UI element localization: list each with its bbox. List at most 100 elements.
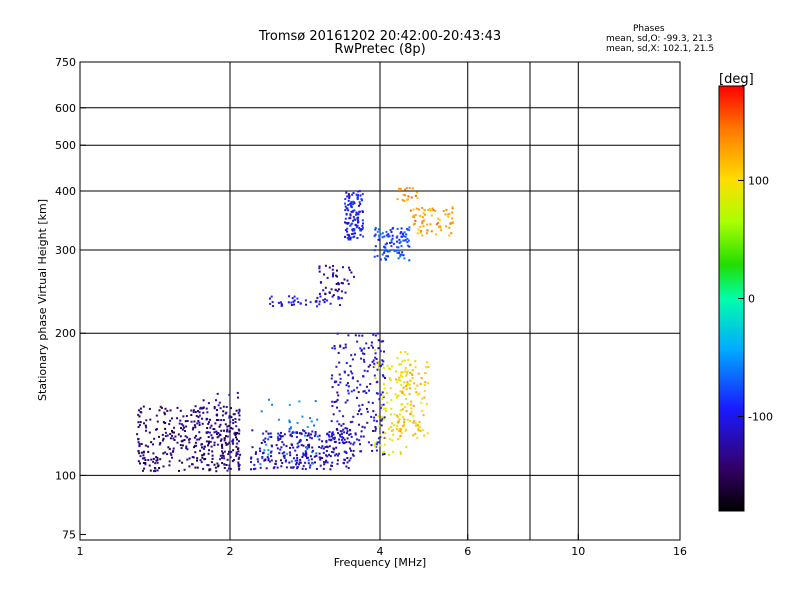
data-point <box>235 445 238 448</box>
data-point <box>401 415 404 418</box>
data-point <box>409 420 412 423</box>
data-point <box>302 464 305 467</box>
data-point <box>211 457 214 460</box>
data-point <box>232 449 235 452</box>
data-point <box>354 218 357 221</box>
data-point <box>290 426 292 429</box>
data-point <box>223 437 226 440</box>
data-point <box>223 450 226 453</box>
data-point <box>292 457 295 460</box>
x-tick-label: 10 <box>571 545 585 558</box>
data-point <box>158 443 161 446</box>
data-point <box>357 219 359 222</box>
data-point <box>334 454 337 457</box>
data-point <box>351 372 354 375</box>
data-point <box>323 301 326 304</box>
data-point <box>450 232 453 235</box>
data-point <box>410 407 413 410</box>
data-point <box>383 350 385 353</box>
data-point <box>346 222 349 225</box>
data-point <box>386 401 389 404</box>
data-point <box>374 429 377 432</box>
data-point <box>362 222 364 225</box>
y-tick-label: 500 <box>55 139 76 152</box>
data-point <box>145 426 148 429</box>
data-point <box>374 442 377 445</box>
data-point <box>296 457 299 459</box>
data-point <box>254 467 257 470</box>
data-point <box>345 191 348 194</box>
data-point <box>259 450 262 453</box>
data-point <box>137 450 140 452</box>
data-point <box>391 234 394 237</box>
data-point <box>347 203 350 206</box>
data-point <box>194 466 197 469</box>
data-point <box>416 436 419 439</box>
data-point <box>332 272 335 275</box>
data-point <box>360 413 363 416</box>
data-point <box>190 414 193 416</box>
data-point <box>339 435 342 438</box>
data-point <box>250 468 252 471</box>
data-point <box>336 391 339 394</box>
data-point <box>387 235 390 238</box>
data-point <box>396 227 399 230</box>
data-point <box>396 357 399 360</box>
data-point <box>201 456 204 459</box>
data-point <box>373 365 376 368</box>
data-point <box>221 445 223 447</box>
data-point <box>353 275 355 278</box>
data-point <box>320 281 323 284</box>
data-point <box>362 235 365 238</box>
data-point <box>408 187 411 190</box>
data-point <box>400 428 403 431</box>
colorbar-tick-label: -100 <box>748 411 773 424</box>
data-point <box>329 455 332 458</box>
data-point <box>216 432 219 435</box>
data-point <box>171 456 173 459</box>
data-point <box>347 374 350 377</box>
data-point <box>213 428 216 431</box>
data-point <box>307 459 310 462</box>
data-point <box>208 449 210 452</box>
data-point <box>381 417 384 420</box>
data-point <box>264 440 266 443</box>
data-point <box>250 461 252 463</box>
data-point <box>197 416 200 419</box>
data-point <box>405 233 408 236</box>
data-point <box>202 467 205 470</box>
data-point <box>192 410 195 413</box>
data-point <box>144 459 147 461</box>
data-point <box>186 458 189 461</box>
data-point <box>336 459 339 462</box>
data-point <box>419 230 422 232</box>
data-point <box>352 443 355 446</box>
data-point <box>377 238 380 241</box>
data-point <box>418 426 421 429</box>
data-point <box>382 403 385 406</box>
data-point <box>291 297 294 300</box>
data-point <box>426 223 429 226</box>
data-point <box>394 393 397 396</box>
data-point <box>308 443 310 446</box>
data-point <box>216 462 219 465</box>
data-point <box>361 199 363 202</box>
data-point <box>358 204 360 207</box>
data-point <box>362 226 364 229</box>
data-point <box>379 434 382 437</box>
data-point <box>288 427 291 430</box>
data-point <box>361 425 364 428</box>
data-point <box>217 465 220 468</box>
data-point <box>385 255 388 258</box>
data-point <box>321 457 324 459</box>
data-point <box>331 347 334 350</box>
data-point <box>340 424 343 427</box>
data-point <box>381 363 384 366</box>
data-point <box>326 276 329 279</box>
data-point <box>406 372 408 375</box>
data-point <box>359 443 361 446</box>
y-tick-label: 75 <box>62 528 76 541</box>
data-point <box>361 228 364 231</box>
data-point <box>422 414 425 417</box>
data-point <box>355 226 358 229</box>
